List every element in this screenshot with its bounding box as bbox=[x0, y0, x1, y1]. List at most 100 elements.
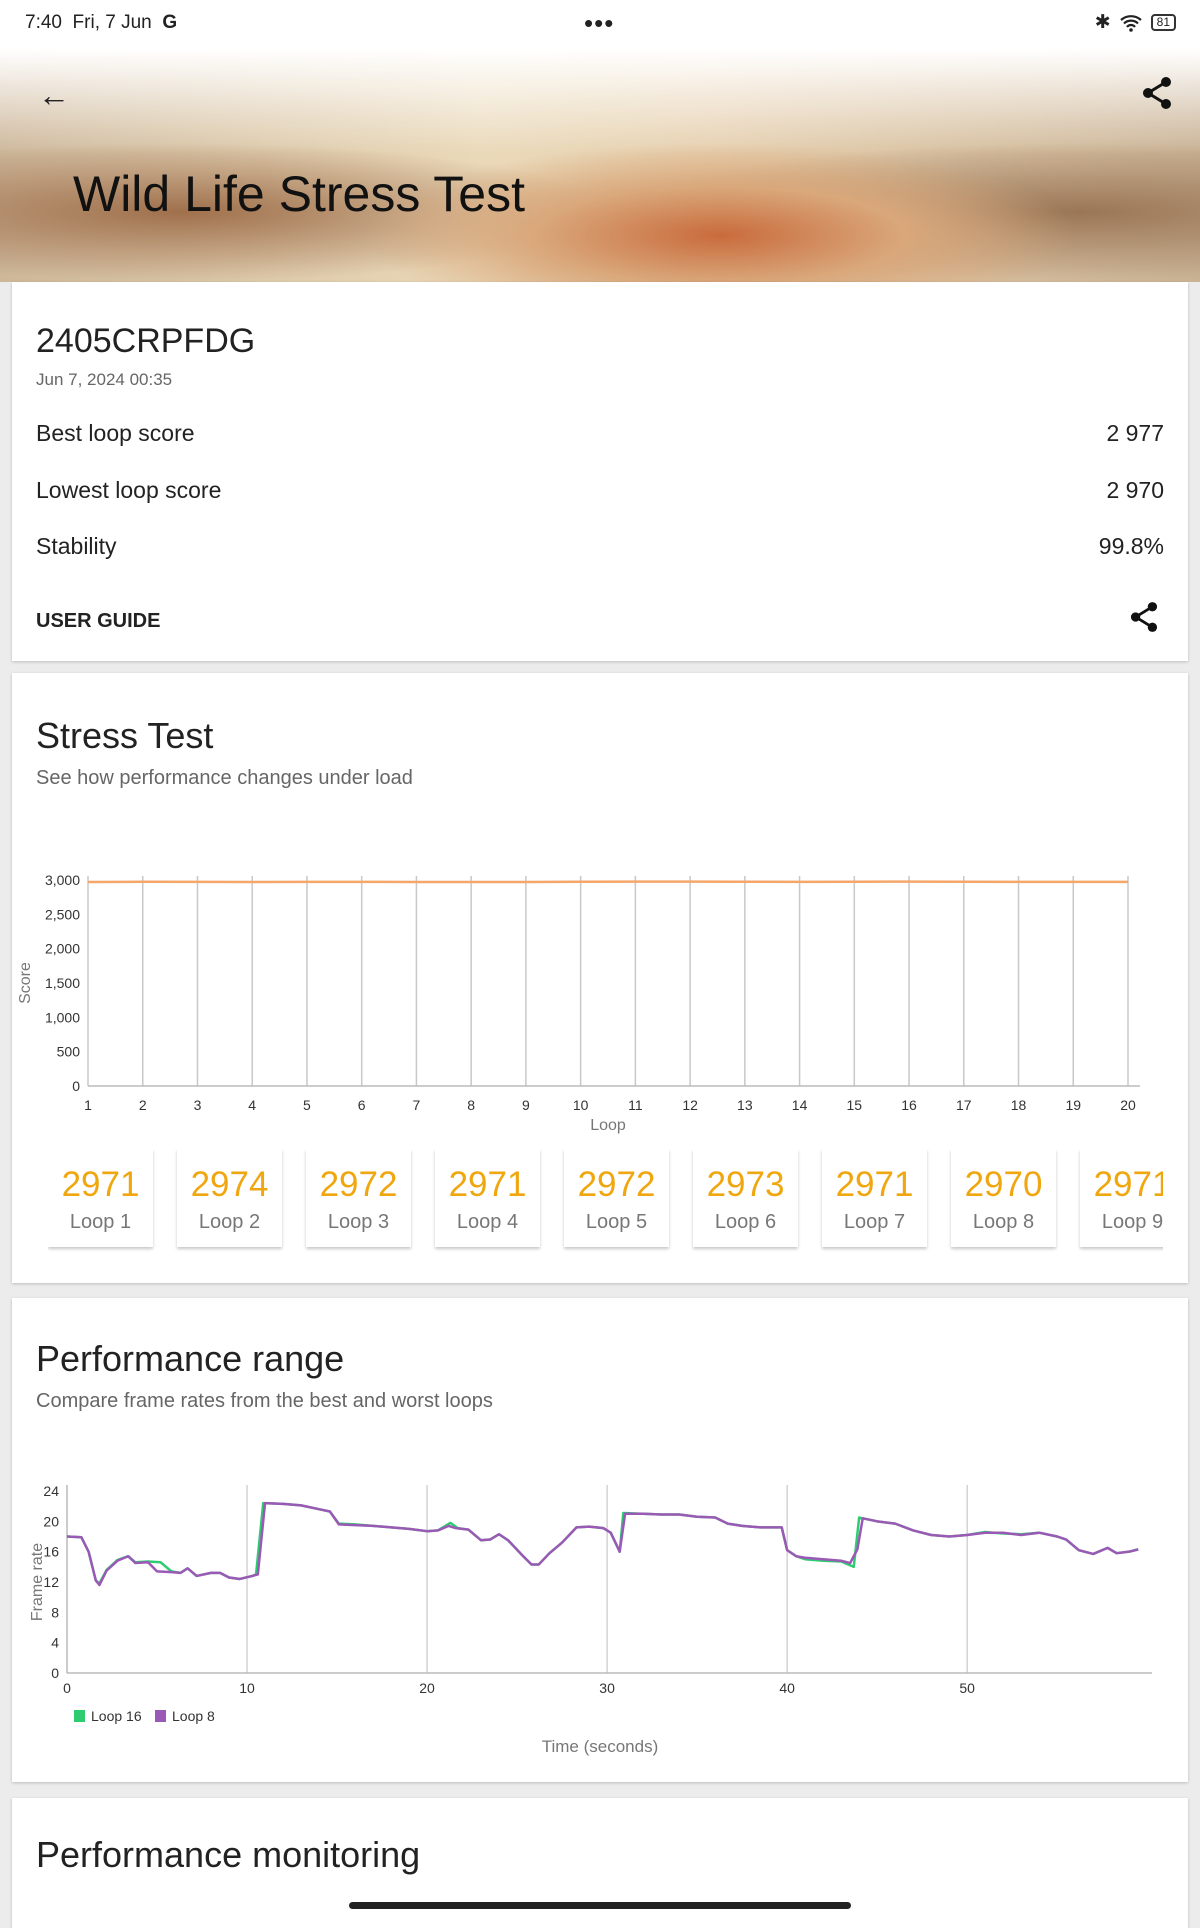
frame-rate-line bbox=[67, 1503, 1138, 1583]
summary-card: 2405CRPFDG Jun 7, 2024 00:35 Best loop s… bbox=[12, 282, 1188, 661]
loop-label: Loop 6 bbox=[693, 1211, 798, 1234]
x-tick-label: 11 bbox=[628, 1097, 643, 1113]
loop-label: Loop 5 bbox=[564, 1211, 669, 1234]
x-tick-label: 0 bbox=[63, 1680, 71, 1696]
back-arrow-icon[interactable]: ← bbox=[38, 77, 70, 114]
row-value: 99.8% bbox=[1099, 533, 1164, 560]
y-tick-label: 2,500 bbox=[45, 906, 80, 922]
loop-score: 2973 bbox=[693, 1165, 798, 1205]
loop-score-tile[interactable]: 2971 Loop 9 bbox=[1080, 1149, 1163, 1247]
lowest-loop-row: Lowest loop score 2 970 bbox=[36, 477, 1164, 504]
loop-score-tile[interactable]: 2972 Loop 3 bbox=[306, 1149, 411, 1247]
loop-score: 2970 bbox=[951, 1165, 1056, 1205]
loop-score: 2971 bbox=[48, 1165, 153, 1205]
loop-score-tile[interactable]: 2971 Loop 1 bbox=[48, 1149, 153, 1247]
loop-score-tile[interactable]: 2972 Loop 5 bbox=[564, 1149, 669, 1247]
loop-score: 2974 bbox=[177, 1165, 282, 1205]
y-tick-label: 3,000 bbox=[45, 872, 80, 888]
loop-score-tile[interactable]: 2973 Loop 6 bbox=[693, 1149, 798, 1247]
status-bar: 7:40 Fri, 7 Jun G ••• ✱ 81 bbox=[0, 0, 1200, 49]
legend-label: Loop 8 bbox=[172, 1708, 215, 1724]
loop-label: Loop 1 bbox=[48, 1211, 153, 1234]
loop-score: 2972 bbox=[306, 1165, 411, 1205]
y-tick-label: 500 bbox=[57, 1044, 81, 1060]
legend-label: Loop 16 bbox=[91, 1708, 142, 1724]
device-name: 2405CRPFDG bbox=[36, 322, 255, 361]
more-dots-icon: ••• bbox=[584, 8, 614, 39]
section-title: Performance monitoring bbox=[36, 1834, 420, 1876]
x-tick-label: 18 bbox=[1011, 1097, 1027, 1113]
x-tick-label: 6 bbox=[358, 1097, 366, 1113]
google-icon: G bbox=[162, 12, 177, 33]
y-tick-label: 1,500 bbox=[45, 975, 80, 991]
status-left: 7:40 Fri, 7 Jun G bbox=[25, 12, 177, 34]
wifi-icon bbox=[1119, 14, 1143, 32]
x-tick-label: 20 bbox=[419, 1680, 435, 1696]
stability-row: Stability 99.8% bbox=[36, 533, 1164, 560]
clock: 7:40 bbox=[25, 12, 62, 33]
loop-label: Loop 7 bbox=[822, 1211, 927, 1234]
loop-label: Loop 8 bbox=[951, 1211, 1056, 1234]
row-value: 2 970 bbox=[1106, 477, 1164, 504]
x-tick-label: 1 bbox=[84, 1097, 92, 1113]
status-icons: ✱ 81 bbox=[1095, 11, 1176, 34]
y-tick-label: 20 bbox=[43, 1513, 59, 1529]
y-tick-label: 0 bbox=[72, 1078, 80, 1094]
y-tick-label: 24 bbox=[43, 1483, 59, 1499]
x-tick-label: 10 bbox=[239, 1680, 255, 1696]
loop-label: Loop 3 bbox=[306, 1211, 411, 1234]
row-label: Best loop score bbox=[36, 420, 195, 447]
share-icon[interactable] bbox=[1130, 602, 1158, 632]
x-tick-label: 2 bbox=[139, 1097, 147, 1113]
header-banner: ← Wild Life Stress Test bbox=[0, 49, 1200, 282]
x-tick-label: 3 bbox=[194, 1097, 202, 1113]
loop-label: Loop 9 bbox=[1080, 1211, 1163, 1234]
x-tick-label: 5 bbox=[303, 1097, 311, 1113]
x-tick-label: 40 bbox=[779, 1680, 795, 1696]
stress-test-card: Stress Test See how performance changes … bbox=[12, 673, 1188, 1283]
loop-score: 2972 bbox=[564, 1165, 669, 1205]
y-tick-label: 2,000 bbox=[45, 941, 80, 957]
x-axis-label: Time (seconds) bbox=[542, 1737, 659, 1756]
x-tick-label: 14 bbox=[792, 1097, 808, 1113]
x-tick-label: 4 bbox=[248, 1097, 256, 1113]
x-tick-label: 12 bbox=[682, 1097, 698, 1113]
y-axis-label: Frame rate bbox=[29, 1543, 46, 1621]
share-icon[interactable] bbox=[1142, 77, 1172, 109]
x-axis-label: Loop bbox=[590, 1117, 626, 1134]
legend-swatch bbox=[155, 1710, 166, 1722]
x-tick-label: 8 bbox=[467, 1097, 475, 1113]
page-title: Wild Life Stress Test bbox=[73, 165, 525, 223]
loop-score-tile[interactable]: 2971 Loop 7 bbox=[822, 1149, 927, 1247]
test-date: Jun 7, 2024 00:35 bbox=[36, 370, 172, 390]
row-value: 2 977 bbox=[1106, 420, 1164, 447]
y-tick-label: 4 bbox=[51, 1635, 59, 1651]
row-label: Lowest loop score bbox=[36, 477, 221, 504]
x-tick-label: 30 bbox=[599, 1680, 615, 1696]
y-tick-label: 8 bbox=[51, 1604, 59, 1620]
loop-score-tile[interactable]: 2970 Loop 8 bbox=[951, 1149, 1056, 1247]
x-tick-label: 9 bbox=[522, 1097, 530, 1113]
user-guide-button[interactable]: USER GUIDE bbox=[36, 610, 160, 633]
x-tick-label: 7 bbox=[413, 1097, 421, 1113]
row-label: Stability bbox=[36, 533, 117, 560]
loop-score: 2971 bbox=[822, 1165, 927, 1205]
loop-score: 2971 bbox=[1080, 1165, 1163, 1205]
best-loop-row: Best loop score 2 977 bbox=[36, 420, 1164, 447]
y-axis-label: Score bbox=[17, 962, 34, 1004]
x-tick-label: 19 bbox=[1065, 1097, 1081, 1113]
x-tick-label: 50 bbox=[959, 1680, 975, 1696]
battery-icon: 81 bbox=[1151, 14, 1176, 31]
frame-rate-line bbox=[67, 1503, 1138, 1585]
x-tick-label: 16 bbox=[901, 1097, 917, 1113]
home-indicator[interactable] bbox=[349, 1902, 851, 1909]
x-tick-label: 17 bbox=[956, 1097, 972, 1113]
x-tick-label: 13 bbox=[737, 1097, 753, 1113]
status-date: Fri, 7 Jun bbox=[73, 12, 152, 33]
performance-range-card: Performance range Compare frame rates fr… bbox=[12, 1298, 1188, 1782]
